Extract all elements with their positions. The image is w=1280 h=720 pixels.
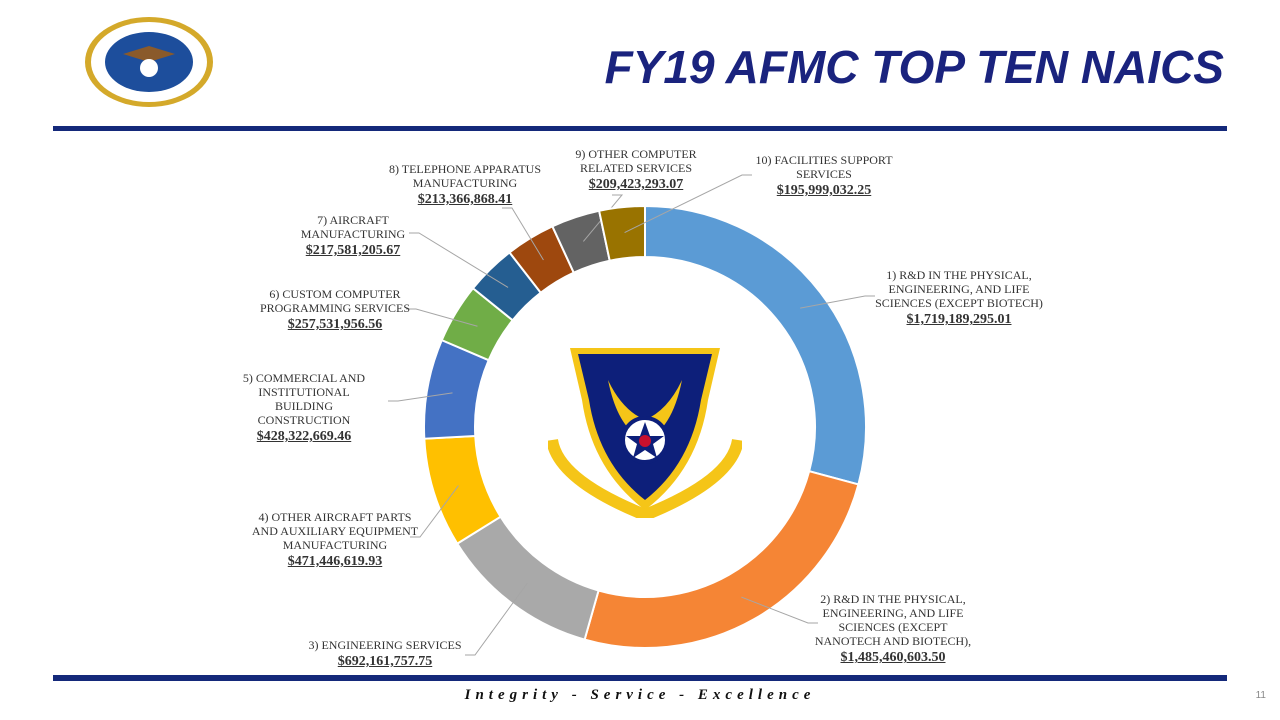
leader-line-9 <box>582 194 624 242</box>
air-force-seal-logo <box>83 16 215 113</box>
leader-line-8 <box>502 207 544 261</box>
slice-label-2: 2) R&D IN THE PHYSICAL, ENGINEERING, AND… <box>814 592 972 665</box>
page-title: FY19 AFMC TOP TEN NAICS <box>604 41 1224 93</box>
slice-label-3: 3) ENGINEERING SERVICES $692,161,757.75 <box>308 638 462 669</box>
leader-line-10 <box>624 174 752 234</box>
donut-slice-3 <box>455 515 600 641</box>
leader-line-4 <box>410 485 459 538</box>
footer-divider <box>53 675 1227 681</box>
leader-line-5 <box>388 392 453 402</box>
slice-label-8: 8) TELEPHONE APPARATUS MANUFACTURING $213… <box>388 162 542 207</box>
slice-label-5: 5) COMMERCIAL AND INSTITUTIONAL BUILDING… <box>242 371 366 444</box>
footer-motto: Integrity - Service - Excellence <box>464 687 816 703</box>
leader-line-1 <box>800 295 875 309</box>
leader-line-2 <box>741 596 818 624</box>
leader-line-6 <box>406 308 478 327</box>
header-divider <box>53 126 1227 131</box>
page-number: 11 <box>1255 690 1266 701</box>
slice-label-10: 10) FACILITIES SUPPORT SERVICES $195,999,… <box>755 153 893 198</box>
afmc-shield-logo <box>546 340 744 523</box>
leader-line-7 <box>409 232 509 288</box>
slice-label-6: 6) CUSTOM COMPUTER PROGRAMMING SERVICES $… <box>259 287 411 332</box>
leader-line-3 <box>465 582 528 656</box>
donut-slice-10 <box>597 204 646 262</box>
slice-label-1: 1) R&D IN THE PHYSICAL, ENGINEERING, AND… <box>875 268 1043 327</box>
slice-label-9: 9) OTHER COMPUTER RELATED SERVICES $209,4… <box>575 147 697 192</box>
slice-label-4: 4) OTHER AIRCRAFT PARTS AND AUXILIARY EQ… <box>251 510 419 569</box>
slice-label-7: 7) AIRCRAFT MANUFACTURING $217,581,205.67 <box>300 213 406 258</box>
